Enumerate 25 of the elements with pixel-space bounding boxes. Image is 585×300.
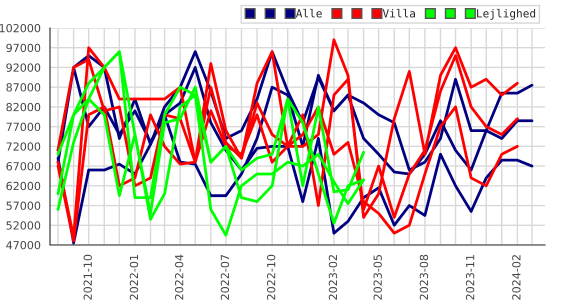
x-tick-label: 2022-01	[130, 255, 138, 300]
x-tick-label: 2022-10	[266, 254, 276, 300]
y-tick-label: 87000	[6, 83, 40, 92]
x-tick-label: 2023-11	[466, 255, 474, 300]
y-tick-label: 57000	[6, 202, 40, 210]
x-tick-label: 2022-07	[220, 254, 230, 300]
x-tick-label: 2022-04	[174, 254, 184, 300]
x-tick-label: 2023-08	[420, 254, 428, 300]
x-tick-label: 2021-10	[84, 254, 92, 300]
y-tick-label: 62000	[6, 182, 40, 190]
y-tick-label: 97000	[6, 44, 40, 52]
y-tick-label: 67000	[6, 162, 40, 170]
legend-label: Lejlighed	[477, 8, 536, 20]
y-tick-label: 92000	[6, 63, 40, 72]
y-tick-label: 47000	[6, 240, 40, 250]
x-tick-label: 2023-02	[328, 255, 338, 300]
y-tick-label: 72000	[6, 142, 40, 151]
x-tick-label: 2023-05	[373, 255, 382, 300]
legend-label: Villa	[382, 8, 415, 18]
y-tick-label: 77000	[6, 122, 40, 132]
y-tick-label: 52000	[6, 221, 40, 230]
x-tick-label: 2024-02	[512, 255, 521, 300]
y-tick-label: 82000	[6, 102, 40, 112]
legend-label: Alle	[296, 8, 322, 18]
y-tick-label: 102000	[0, 24, 40, 32]
